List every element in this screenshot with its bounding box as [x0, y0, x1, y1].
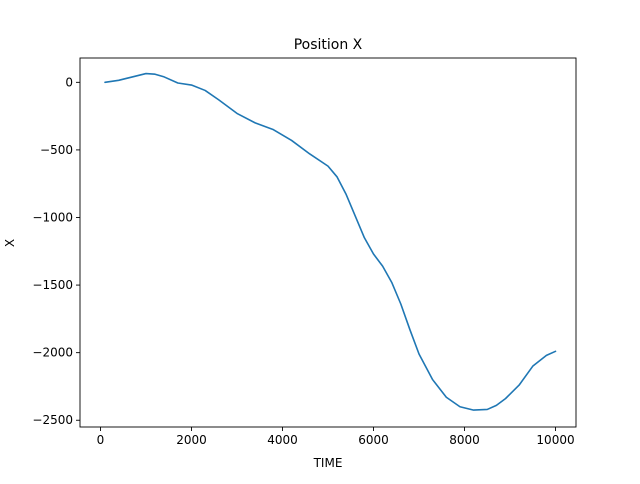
y-tick-label: −1500 [32, 278, 73, 292]
plot-area: 0 2000 4000 6000 8000 10000 0 −500 −1000 −1500 −20… [32, 57, 577, 447]
series-line-0 [104, 72, 557, 411]
y-axis-label: X [3, 239, 17, 247]
x-tick-label: 6000 [358, 433, 389, 447]
y-tick-label: −2500 [32, 413, 73, 427]
chart-title: Position X [294, 37, 363, 53]
x-tick-label: 8000 [449, 433, 480, 447]
y-tick-label: −2000 [32, 346, 73, 360]
x-tick-label: 10000 [536, 433, 574, 447]
x-axis-label: TIME [313, 456, 343, 470]
x-tick-label: 0 [97, 433, 105, 447]
x-tick-label: 4000 [267, 433, 298, 447]
x-tick-label: 2000 [176, 433, 207, 447]
axes-frame [79, 57, 577, 428]
y-tick-label: −1000 [32, 210, 73, 224]
y-tick-label: 0 [65, 75, 73, 89]
y-tick-label: −500 [40, 143, 73, 157]
